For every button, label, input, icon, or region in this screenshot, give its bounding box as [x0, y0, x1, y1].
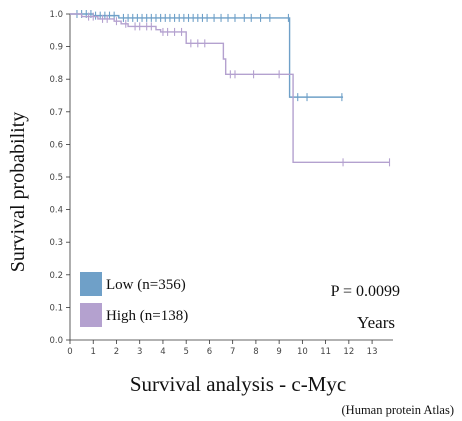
legend-swatch-high	[80, 303, 102, 327]
x-tick-label: 6	[207, 347, 212, 357]
source-note: (Human protein Atlas)	[342, 403, 454, 417]
x-tick-label: 10	[297, 347, 308, 357]
x-tick-label: 3	[137, 347, 142, 357]
y-tick-label: 0.0	[49, 336, 63, 346]
x-tick-label: 12	[343, 347, 354, 357]
y-tick-label: 0.3	[49, 238, 63, 248]
x-tick-label: 9	[276, 347, 281, 357]
series-line-high	[70, 13, 390, 164]
p-value-annotation: P = 0.0099	[331, 283, 400, 300]
x-tick-label: 8	[253, 347, 258, 357]
y-tick-label: 0.6	[49, 140, 63, 150]
y-tick-label: 0.7	[49, 108, 63, 118]
x-tick-label: 0	[67, 347, 72, 357]
x-tick-label: 7	[230, 347, 235, 357]
y-axis: 0.0 0.1 0.2 0.3 0.4 0.5 0.6 0.7 0.8 0.9 1.0	[49, 10, 71, 346]
y-tick-label: 0.4	[49, 206, 63, 216]
legend: Low (n=356) High (n=138)	[80, 272, 188, 327]
x-tick-label: 13	[367, 347, 378, 357]
y-tick-label: 0.9	[49, 43, 63, 53]
series-line-low	[70, 13, 344, 98]
legend-swatch-low	[80, 272, 102, 296]
x-tick-label: 2	[114, 347, 119, 357]
x-axis-label: Years	[357, 313, 395, 332]
x-axis: 0 1 2 3 4 5 6 7 8 9 10 11 12 13	[67, 339, 393, 357]
x-tick-label: 11	[320, 347, 331, 357]
x-tick-label: 4	[160, 347, 165, 357]
legend-label-low: Low (n=356)	[106, 277, 186, 293]
y-tick-label: 0.8	[49, 75, 63, 85]
y-axis-label: Survival probability	[7, 112, 29, 273]
y-tick-label: 0.2	[49, 271, 63, 281]
series-layer	[70, 10, 391, 167]
chart-title: Survival analysis - c-Myc	[130, 372, 346, 396]
y-tick-label: 0.5	[49, 173, 63, 183]
x-tick-label: 5	[183, 347, 188, 357]
y-tick-label: 0.1	[49, 303, 63, 313]
y-tick-label: 1.0	[49, 10, 63, 20]
legend-label-high: High (n=138)	[106, 308, 188, 324]
x-tick-label: 1	[91, 347, 96, 357]
